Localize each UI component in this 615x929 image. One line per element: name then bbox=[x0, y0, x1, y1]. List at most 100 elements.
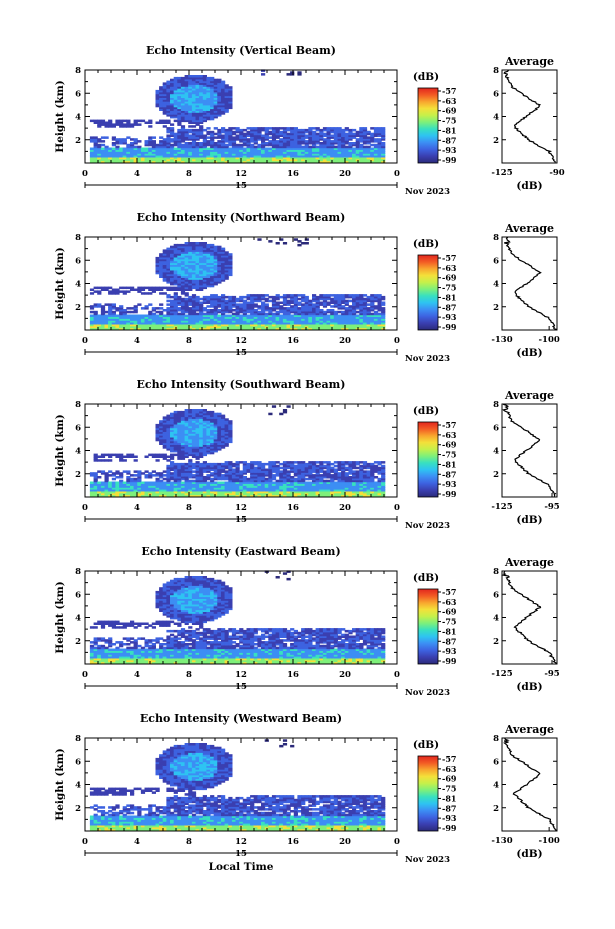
heatmap-cell bbox=[202, 322, 207, 325]
heatmap-cell bbox=[297, 316, 302, 319]
heatmap-cell bbox=[159, 136, 164, 139]
heatmap-cell bbox=[144, 481, 149, 484]
heatmap-cell bbox=[202, 134, 207, 137]
heatmap-cell bbox=[188, 110, 193, 113]
heatmap-cell bbox=[381, 303, 386, 306]
heatmap-cell bbox=[130, 487, 135, 490]
heatmap-cell bbox=[184, 305, 189, 308]
heatmap-cell bbox=[195, 153, 200, 156]
heatmap-cell bbox=[315, 323, 320, 327]
heatmap-cell bbox=[312, 155, 317, 158]
heatmap-cell bbox=[202, 264, 207, 267]
heatmap-cell bbox=[355, 305, 360, 308]
heatmap-cell bbox=[180, 281, 186, 284]
x-tick-label: 0 bbox=[82, 169, 88, 179]
heatmap-cell bbox=[257, 318, 262, 321]
heatmap-cell bbox=[202, 286, 207, 290]
heatmap-cell bbox=[344, 147, 349, 150]
heatmap-cell bbox=[195, 316, 200, 319]
x-tick-label: 16 bbox=[287, 336, 299, 346]
heatmap-cell bbox=[100, 155, 106, 158]
heatmap-cell bbox=[199, 288, 204, 291]
heatmap-cell bbox=[221, 468, 226, 471]
heatmap-cell bbox=[359, 160, 364, 164]
heatmap-cell bbox=[228, 102, 233, 106]
heatmap-cell bbox=[173, 247, 178, 251]
heatmap-cell bbox=[239, 155, 244, 158]
heatmap-cell bbox=[195, 492, 200, 496]
heatmap-cell bbox=[312, 158, 317, 162]
heatmap-cell bbox=[275, 305, 280, 308]
heatmap-cell bbox=[322, 143, 328, 147]
heatmap-cell bbox=[261, 297, 266, 301]
heatmap-cell bbox=[210, 446, 215, 449]
heatmap-cell bbox=[206, 80, 211, 84]
heatmap-cell bbox=[93, 320, 98, 323]
heatmap-cell bbox=[206, 104, 211, 108]
heatmap-cell bbox=[148, 489, 153, 492]
heatmap-cell bbox=[188, 268, 193, 271]
heatmap-cell bbox=[217, 438, 222, 442]
heatmap-cell bbox=[308, 153, 313, 156]
heatmap-cell bbox=[202, 75, 207, 78]
heatmap-cell bbox=[177, 325, 182, 329]
heatmap-cell bbox=[286, 138, 291, 141]
heatmap-cell bbox=[261, 476, 266, 479]
heatmap-cell bbox=[315, 140, 320, 143]
heatmap-cell bbox=[170, 286, 175, 290]
heatmap-cell bbox=[170, 145, 175, 149]
heatmap-cell bbox=[195, 110, 200, 113]
heatmap-cell bbox=[242, 305, 247, 308]
heatmap-cell bbox=[297, 160, 302, 164]
heatmap-cell bbox=[180, 76, 186, 80]
heatmap-cell bbox=[180, 260, 186, 264]
heatmap-cell bbox=[210, 86, 215, 89]
heatmap-cell bbox=[377, 312, 382, 316]
heatmap-cell bbox=[191, 409, 197, 412]
heatmap-cell bbox=[148, 151, 153, 154]
heatmap-cell bbox=[268, 327, 273, 331]
heatmap-cell bbox=[217, 101, 222, 104]
heatmap-cell bbox=[352, 143, 357, 147]
heatmap-cell bbox=[381, 160, 386, 164]
heatmap-cell bbox=[180, 422, 186, 425]
heatmap-cell bbox=[148, 140, 153, 143]
heatmap-cell bbox=[239, 128, 244, 132]
heatmap-cell bbox=[126, 483, 131, 486]
heatmap-cell bbox=[177, 104, 182, 108]
heatmap-cell bbox=[170, 322, 175, 325]
heatmap-cell bbox=[195, 472, 200, 475]
heatmap-cell bbox=[195, 145, 200, 149]
heatmap-cell bbox=[126, 143, 131, 147]
heatmap-cell bbox=[268, 142, 273, 145]
heatmap-cell bbox=[377, 153, 382, 156]
heatmap-cell bbox=[133, 494, 138, 498]
heatmap-cell bbox=[184, 435, 189, 438]
heatmap-cell bbox=[224, 438, 229, 442]
heatmap-cell bbox=[282, 140, 288, 143]
heatmap-cell bbox=[275, 136, 280, 139]
heatmap-cell bbox=[180, 271, 186, 275]
heatmap-cell bbox=[352, 320, 357, 323]
heatmap-cell bbox=[210, 472, 215, 475]
heatmap-cell bbox=[221, 320, 226, 323]
heatmap-cell bbox=[180, 286, 186, 290]
heatmap-cell bbox=[144, 142, 149, 145]
heatmap-cell bbox=[362, 320, 368, 323]
heatmap-cell bbox=[133, 160, 138, 164]
heatmap-cell bbox=[221, 476, 226, 479]
heatmap-cell bbox=[195, 262, 200, 265]
heatmap-cell bbox=[104, 310, 109, 314]
heatmap-cell bbox=[373, 155, 379, 158]
heatmap-cell bbox=[122, 490, 127, 494]
heatmap-cell bbox=[213, 464, 218, 468]
heatmap-cell bbox=[177, 309, 182, 312]
heatmap-cell bbox=[213, 106, 218, 110]
heatmap-cell bbox=[268, 314, 273, 317]
heatmap-cell bbox=[293, 322, 298, 325]
heatmap-cell bbox=[239, 314, 244, 317]
heatmap-cell bbox=[155, 149, 160, 152]
heatmap-cell bbox=[126, 470, 131, 473]
heatmap-cell bbox=[381, 151, 386, 154]
heatmap-cell bbox=[180, 318, 186, 321]
